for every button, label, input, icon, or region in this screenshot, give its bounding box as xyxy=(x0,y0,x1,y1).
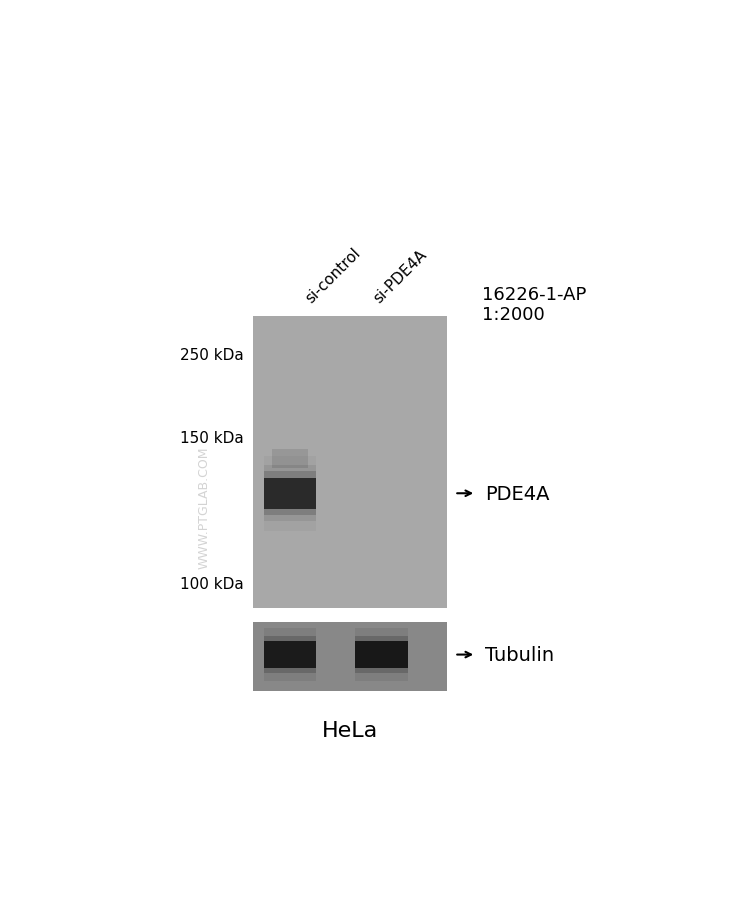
Bar xyxy=(253,622,448,692)
Text: 16226-1-AP
1:2000: 16226-1-AP 1:2000 xyxy=(482,285,586,324)
Bar xyxy=(264,456,316,531)
Bar xyxy=(355,641,408,668)
Bar xyxy=(355,637,408,673)
Bar xyxy=(264,472,316,516)
Text: HeLa: HeLa xyxy=(322,720,378,740)
Bar xyxy=(264,478,316,510)
Text: si-control: si-control xyxy=(302,245,363,306)
Text: 150 kDa: 150 kDa xyxy=(180,430,244,446)
Bar xyxy=(355,629,408,681)
Bar xyxy=(264,465,316,522)
Bar xyxy=(272,450,308,469)
Bar xyxy=(264,641,316,668)
Text: PDE4A: PDE4A xyxy=(485,484,549,503)
Text: si-PDE4A: si-PDE4A xyxy=(371,247,430,306)
Text: 100 kDa: 100 kDa xyxy=(180,576,244,592)
Bar xyxy=(264,637,316,673)
Bar xyxy=(264,629,316,681)
Text: WWW.PTGLAB.COM: WWW.PTGLAB.COM xyxy=(197,446,211,569)
Text: Tubulin: Tubulin xyxy=(485,645,554,665)
Bar xyxy=(253,317,448,608)
Text: 250 kDa: 250 kDa xyxy=(180,347,244,363)
